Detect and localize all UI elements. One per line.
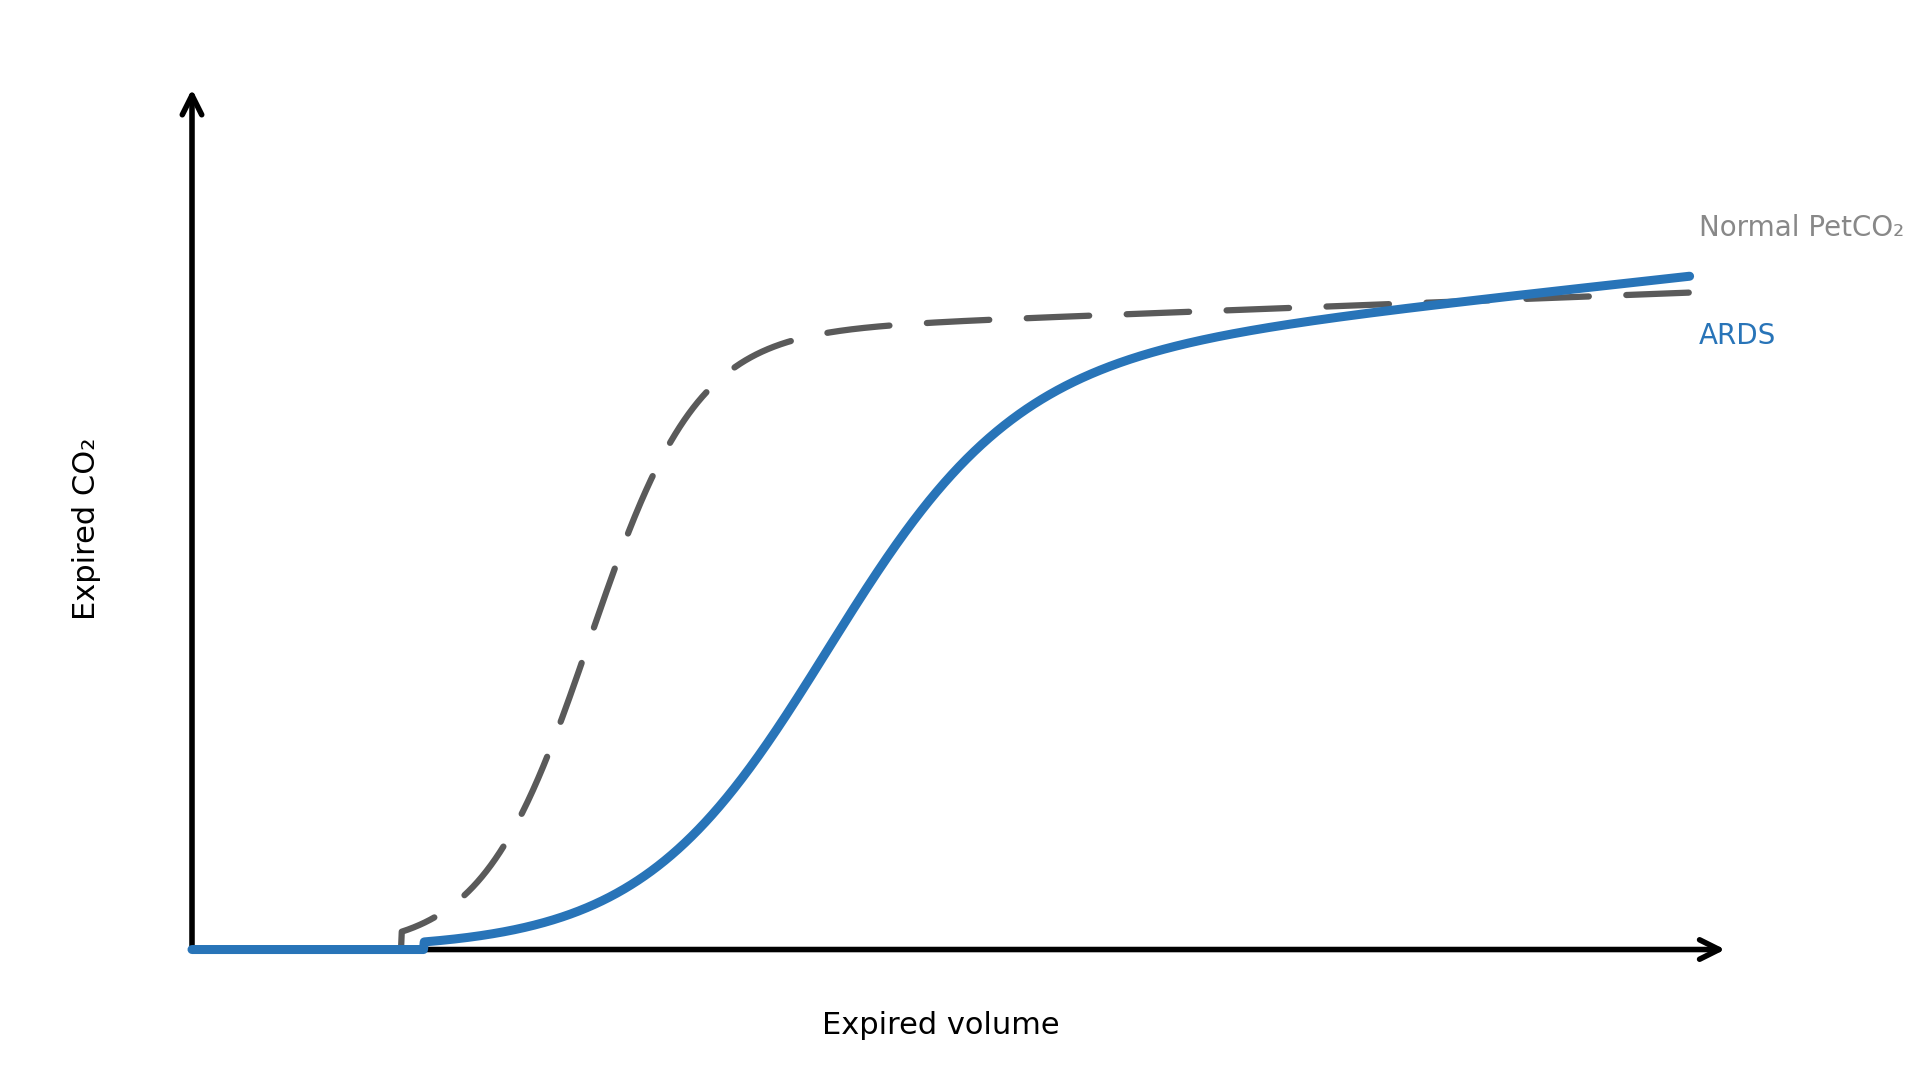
Text: ARDS: ARDS [1699,322,1776,350]
Text: Normal PetCO₂: Normal PetCO₂ [1699,214,1905,242]
Text: Expired CO₂: Expired CO₂ [71,437,102,620]
Text: Expired volume: Expired volume [822,1011,1060,1039]
